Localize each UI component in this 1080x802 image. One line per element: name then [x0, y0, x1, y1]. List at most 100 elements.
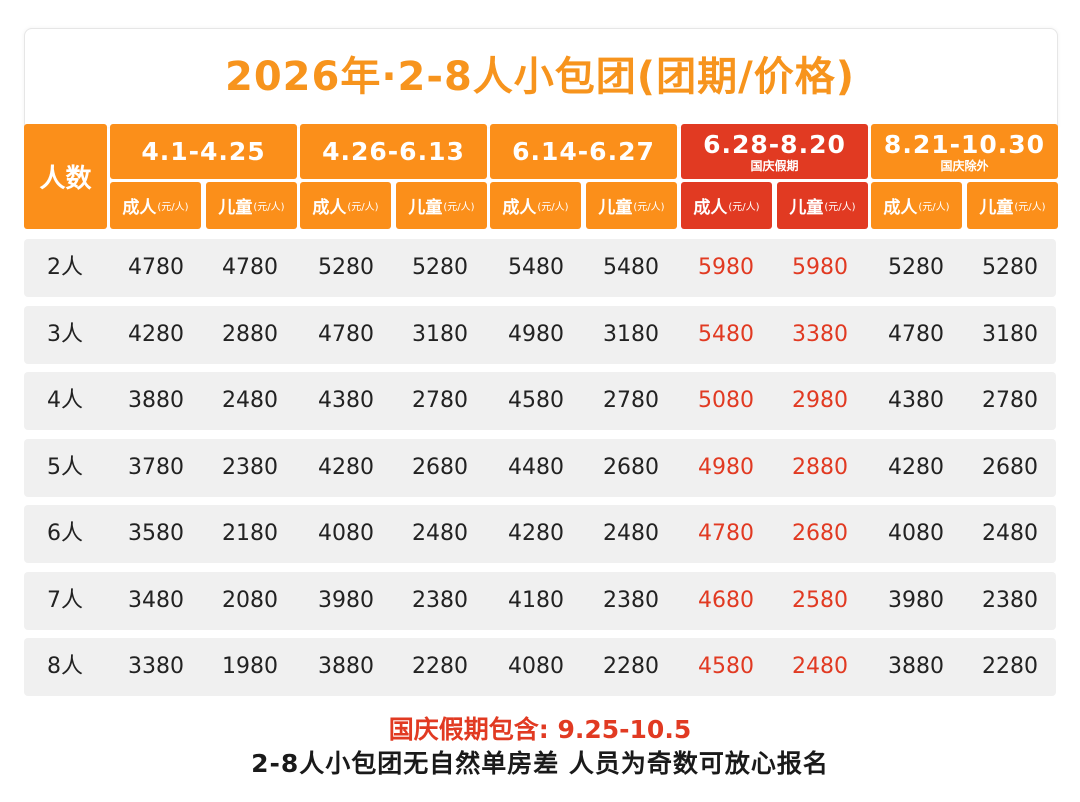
unit-label: (元/人) — [347, 202, 379, 213]
adult-label: 成人 — [693, 198, 728, 218]
adult-label: 成人 — [883, 198, 918, 218]
child-price-cell: 2480 — [222, 388, 278, 413]
adult-price-header: 成人 (元/人) — [490, 182, 581, 229]
adult-price-cell: 3980 — [318, 587, 374, 613]
table-row: 7人 3480 2080 3980 2380 4180 2380 4680 2580 3980 23… — [24, 571, 1056, 630]
child-price-cell: 5280 — [982, 255, 1038, 280]
adult-price-cell: 5480 — [698, 321, 754, 347]
people-count: 5人 — [47, 454, 83, 480]
period-header-1: 4.1-4.25 — [110, 124, 297, 179]
adult-label: 成人 — [312, 198, 347, 218]
adult-price-cell: 4780 — [318, 321, 374, 347]
child-label: 儿童 — [218, 198, 253, 218]
child-price-cell: 3380 — [792, 321, 848, 347]
period-range: 6.28-8.20 — [703, 129, 846, 159]
child-price-header: 儿童 (元/人) — [206, 182, 297, 229]
adult-price-header: 成人 (元/人) — [681, 182, 772, 229]
adult-price-cell: 5480 — [508, 255, 564, 280]
unit-label: (元/人) — [157, 202, 189, 213]
holiday-note: 国庆假期包含: 9.25-10.5 — [388, 715, 692, 744]
period-range: 4.26-6.13 — [322, 136, 465, 166]
period-header-3: 6.14-6.27 — [490, 124, 677, 179]
adult-label: 成人 — [502, 198, 537, 218]
adult-price-cell: 4180 — [508, 587, 564, 613]
period-note: 国庆假期 — [750, 158, 799, 173]
child-price-cell: 2380 — [412, 587, 468, 613]
child-price-cell: 2680 — [982, 454, 1038, 480]
people-count: 3人 — [47, 321, 83, 347]
adult-price-cell: 4780 — [888, 321, 944, 347]
unit-label: (元/人) — [918, 202, 950, 213]
adult-price-cell: 4080 — [318, 521, 374, 546]
unit-label: (元/人) — [728, 202, 760, 213]
child-price-cell: 2280 — [982, 654, 1038, 679]
child-price-cell: 2580 — [792, 587, 848, 613]
adult-price-cell: 4380 — [318, 388, 374, 413]
child-price-cell: 2680 — [603, 454, 659, 480]
adult-price-cell: 4080 — [508, 654, 564, 679]
child-price-header: 儿童 (元/人) — [586, 182, 677, 229]
adult-price-cell: 3380 — [128, 654, 184, 679]
adult-price-cell: 5080 — [698, 388, 754, 413]
period-range: 6.14-6.27 — [512, 136, 655, 166]
page-title: 2026年·2-8人小包团(团期/价格) — [225, 54, 855, 100]
adult-price-cell: 4280 — [508, 521, 564, 546]
child-price-cell: 2980 — [792, 388, 848, 413]
table-row: 3人 4280 2880 4780 3180 4980 3180 5480 3380 4780 31… — [24, 305, 1056, 364]
adult-price-cell: 5980 — [698, 255, 754, 280]
unit-label: (元/人) — [824, 202, 856, 213]
child-price-cell: 2380 — [603, 587, 659, 613]
child-price-cell: 2680 — [412, 454, 468, 480]
unit-label: (元/人) — [1014, 202, 1046, 213]
adult-price-cell: 3580 — [128, 521, 184, 546]
period-range: 4.1-4.25 — [141, 136, 266, 166]
child-price-cell: 5980 — [792, 255, 848, 280]
title-card — [24, 28, 1058, 127]
child-price-cell: 2480 — [792, 654, 848, 679]
child-label: 儿童 — [979, 198, 1014, 218]
people-count: 2人 — [47, 255, 83, 280]
adult-price-cell: 4980 — [508, 321, 564, 347]
people-count: 8人 — [47, 654, 83, 679]
child-price-cell: 2180 — [222, 521, 278, 546]
child-price-header: 儿童 (元/人) — [967, 182, 1058, 229]
child-price-cell: 2480 — [982, 521, 1038, 546]
child-price-cell: 5280 — [412, 255, 468, 280]
child-price-cell: 2280 — [603, 654, 659, 679]
child-price-cell: 2780 — [412, 388, 468, 413]
child-label: 儿童 — [408, 198, 443, 218]
adult-price-cell: 4980 — [698, 454, 754, 480]
table-row: 6人 3580 2180 4080 2480 4280 2480 4780 2680 4080 24… — [24, 505, 1056, 563]
period-note: 国庆除外 — [940, 158, 989, 173]
table-row: 5人 3780 2380 4280 2680 4480 2680 4980 2880 4280 26… — [24, 438, 1056, 497]
child-price-cell: 2880 — [222, 321, 278, 347]
child-price-cell: 2380 — [982, 587, 1038, 613]
adult-price-cell: 3880 — [318, 654, 374, 679]
adult-label: 成人 — [122, 198, 157, 218]
people-count: 4人 — [47, 388, 83, 413]
child-price-cell: 2480 — [412, 521, 468, 546]
table-row: 2人 4780 4780 5280 5280 5480 5480 5980 5980 5280 52… — [24, 239, 1056, 297]
adult-price-cell: 3480 — [128, 587, 184, 613]
adult-price-header: 成人 (元/人) — [300, 182, 391, 229]
adult-price-cell: 3880 — [128, 388, 184, 413]
adult-price-cell: 4280 — [128, 321, 184, 347]
unit-label: (元/人) — [443, 202, 475, 213]
adult-price-cell: 4080 — [888, 521, 944, 546]
adult-price-cell: 4580 — [508, 388, 564, 413]
adult-price-cell: 5280 — [888, 255, 944, 280]
child-price-cell: 2780 — [603, 388, 659, 413]
child-price-cell: 5480 — [603, 255, 659, 280]
period-header-5: 8.21-10.30 国庆除外 — [871, 124, 1058, 179]
period-range: 8.21-10.30 — [883, 129, 1046, 159]
adult-price-cell: 3880 — [888, 654, 944, 679]
child-price-cell: 2380 — [222, 454, 278, 480]
table-row: 4人 3880 2480 4380 2780 4580 2780 5080 2980 4380 27… — [24, 372, 1056, 430]
adult-price-cell: 4480 — [508, 454, 564, 480]
people-count: 7人 — [47, 587, 83, 613]
period-header-4: 6.28-8.20 国庆假期 — [681, 124, 868, 179]
adult-price-cell: 3780 — [128, 454, 184, 480]
unit-label: (元/人) — [253, 202, 285, 213]
adult-price-cell: 4580 — [698, 654, 754, 679]
adult-price-cell: 4280 — [888, 454, 944, 480]
